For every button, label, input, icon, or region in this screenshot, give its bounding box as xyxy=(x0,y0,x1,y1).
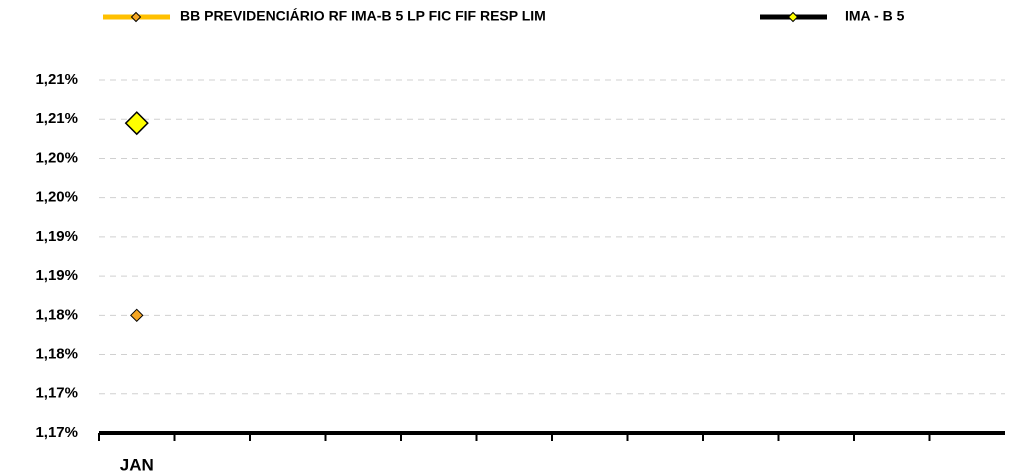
y-tick-label: 1,19% xyxy=(35,267,78,284)
x-tick-label: JAN xyxy=(120,455,154,474)
legend-label: BB PREVIDENCIÁRIO RF IMA-B 5 LP FIC FIF … xyxy=(180,8,546,24)
legend-marker xyxy=(130,11,142,23)
legend-marker xyxy=(787,11,799,23)
y-tick-label: 1,17% xyxy=(35,385,78,402)
data-point xyxy=(130,308,144,323)
data-point xyxy=(124,111,149,136)
y-tick-label: 1,19% xyxy=(35,228,78,245)
y-tick-label: 1,18% xyxy=(35,346,78,363)
legend-label: IMA - B 5 xyxy=(845,8,905,24)
y-tick-label: 1,21% xyxy=(35,71,78,88)
y-tick-label: 1,17% xyxy=(35,424,78,441)
y-tick-label: 1,20% xyxy=(35,149,78,166)
y-tick-label: 1,18% xyxy=(35,306,78,323)
y-tick-label: 1,21% xyxy=(35,110,78,127)
y-tick-label: 1,20% xyxy=(35,189,78,206)
